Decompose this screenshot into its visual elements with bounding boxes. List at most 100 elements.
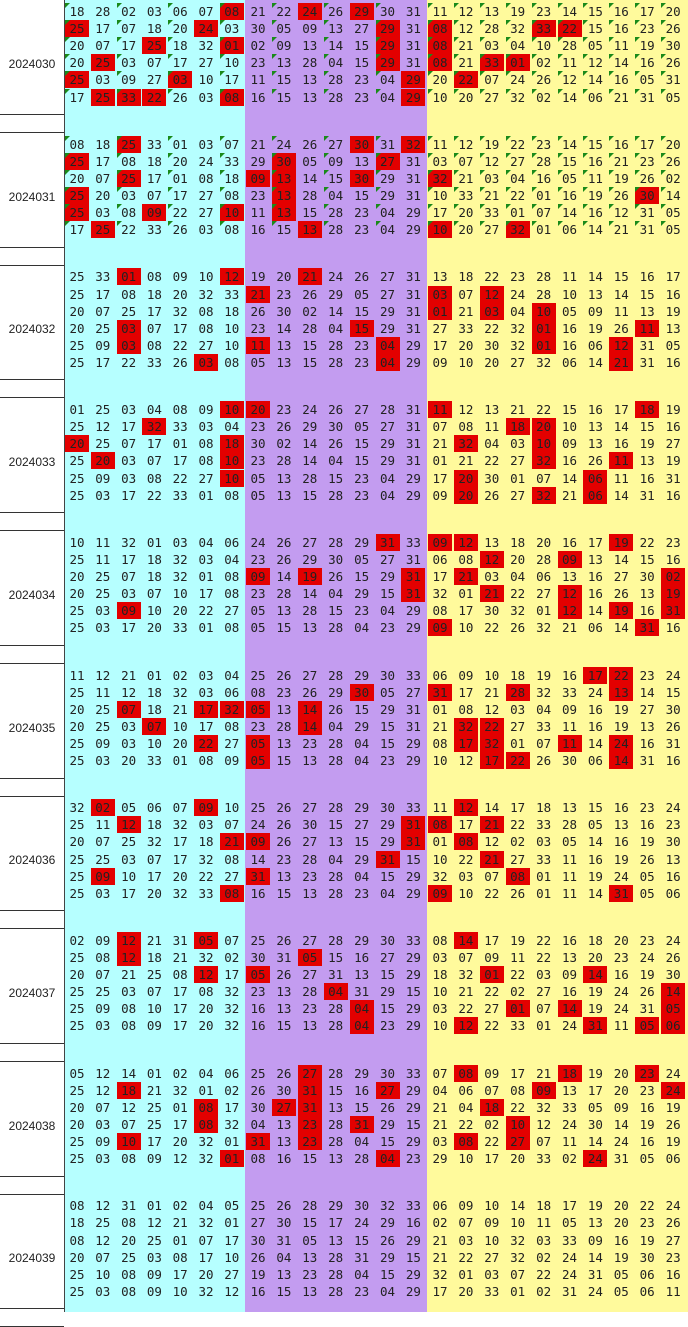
number-cell: 01 [536,603,552,619]
hit-number-cell: 30 [635,187,660,204]
number-cell: 29 [379,320,396,336]
number-cell: 28 [328,1266,344,1282]
hit-number-cell: 01 [479,966,504,984]
number-cell: 17 [121,487,137,503]
corner-flag-icon [583,88,589,94]
number-cell: 10 [531,37,556,54]
number-cell: 16 [613,436,629,452]
hit-number-cell: 29 [349,3,374,20]
hit-number-cell: 05 [194,931,218,949]
number-cell: 07 [484,1082,500,1098]
number-cell: 14 [639,684,655,700]
number-cell: 18 [224,303,240,319]
number-cell: 04 [379,487,396,503]
number-cell: 20 [613,1082,629,1098]
number-cell: 33 [146,753,162,768]
number-cell: 13 [276,1134,292,1149]
number-cell: 25 [69,1018,85,1034]
number-cell: 15 [379,586,396,602]
number-cell: 03 [536,1232,552,1248]
number-cell: 14 [583,71,607,88]
corner-flag-icon [479,20,485,26]
number-cell: 09 [484,950,500,965]
number-cell: 04 [375,204,400,221]
number-cell: 10 [146,735,162,751]
number-cell: 07 [121,569,137,584]
number-cell: 23 [354,337,370,353]
hit-number-cell: 01 [531,336,556,354]
number-cell: 27 [302,932,318,948]
hit-number-cell: 18 [635,401,660,419]
corner-flag-icon [116,71,122,77]
number-cell: 05 [561,1215,578,1231]
number-cell: 17 [65,221,89,238]
number-cell: 20 [510,551,526,567]
number-cell: 16 [613,834,629,850]
hit-number-cell: 21 [479,850,504,868]
corner-flag-icon [557,169,563,175]
number-cell: 28 [531,152,556,170]
number-cell: 31 [405,453,421,469]
corner-flag-icon [271,152,277,158]
number-cell: 17 [95,354,111,370]
corner-flag-icon [635,187,641,192]
number-cell: 08 [95,950,111,965]
corner-flag-icon [557,37,563,43]
hit-number-cell: 10 [219,401,244,419]
number-cell: 28 [328,885,344,901]
number-cell: 07 [531,204,556,221]
number-cell: 25 [250,667,266,683]
number-cell: 16 [250,222,266,238]
number-cell: 26 [276,932,292,948]
hit-number-cell: 14 [557,1000,582,1018]
number-cell: 33 [146,222,162,238]
number-cell: 21 [561,620,578,636]
corner-flag-icon [428,54,433,60]
number-cell: 32 [224,1018,240,1034]
number-cell: 30 [250,1099,266,1115]
corner-flag-icon [271,88,277,94]
number-cell: 32 [121,534,137,550]
hit-number-cell: 32 [453,717,478,735]
number-cell: 16 [557,187,582,204]
number-cell: 17 [168,54,192,71]
number-cell: 07 [432,1065,448,1081]
issue-separator [0,132,64,133]
number-cell: 31 [405,320,421,336]
number-cell: 25 [95,586,111,602]
number-cell: 21 [121,667,137,683]
number-cell: 27 [198,470,214,486]
number-cell: 32 [432,868,448,884]
hit-number-cell: 19 [297,568,322,585]
number-cell: 33 [484,1283,500,1299]
number-cell: 04 [198,1065,214,1081]
number-cell: 17 [665,269,681,285]
number-cell: 22 [510,586,526,602]
corner-flag-icon [635,204,641,210]
number-cell: 31 [276,950,292,965]
number-cell: 31 [405,402,421,418]
hit-number-cell: 02 [661,568,686,585]
hit-number-cell: 25 [142,37,167,55]
number-cell: 11 [561,1134,578,1149]
corner-flag-icon [505,152,511,158]
corner-flag-icon [661,71,667,77]
issue-separator [0,910,64,912]
corner-flag-icon [531,71,537,77]
number-cell: 26 [635,169,659,187]
number-cell: 13 [328,1099,344,1115]
number-cell: 25 [69,1001,85,1017]
number-cell: 28 [302,470,318,486]
corner-flag-icon [505,187,511,192]
number-cell: 10 [561,286,578,302]
corner-flag-icon [557,20,563,26]
hit-number-cell: 04 [349,1017,374,1035]
number-cell: 26 [250,1249,266,1265]
number-cell: 28 [479,20,504,37]
number-cell: 07 [536,1001,552,1017]
corner-flag-icon [116,3,122,8]
number-cell: 27 [536,586,552,602]
number-cell: 16 [561,984,578,1000]
number-cell: 24 [561,1018,578,1034]
number-cell: 16 [665,354,681,370]
